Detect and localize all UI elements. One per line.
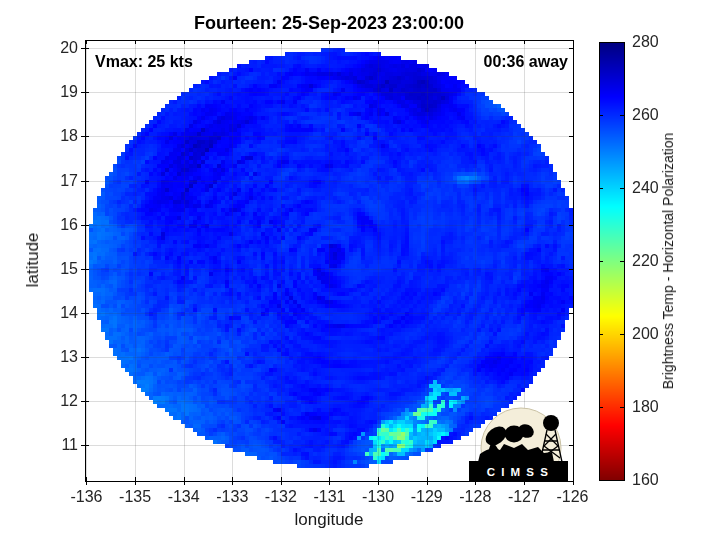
x-tick-label: -131: [313, 488, 345, 506]
y-tick-label: 12: [60, 392, 78, 410]
vmax-annotation: Vmax: 25 kts: [95, 53, 193, 71]
y-tick-label: 19: [60, 83, 78, 101]
colorbar-tick-label: 200: [632, 325, 659, 343]
y-tick-label: 14: [60, 304, 78, 322]
tower-ball-icon: [543, 415, 559, 431]
x-tick-label: -133: [216, 488, 248, 506]
figure: Fourteen: 25-Sep-2023 23:00:00 Vmax: 25 …: [0, 0, 720, 540]
x-tick-label: -128: [459, 488, 491, 506]
x-tick-label: -135: [119, 488, 151, 506]
y-tick-label: 20: [60, 39, 78, 57]
y-tick-label: 13: [60, 348, 78, 366]
plot-title: Fourteen: 25-Sep-2023 23:00:00: [194, 13, 464, 34]
colorbar-tick-label: 220: [632, 252, 659, 270]
x-tick-label: -130: [362, 488, 394, 506]
x-axis-label: longitude: [294, 510, 363, 530]
cimss-logo: C I M S S: [462, 404, 574, 481]
time-to-pass-annotation: 00:36 away: [483, 53, 568, 71]
x-tick-label: -129: [411, 488, 443, 506]
y-tick-label: 16: [60, 216, 78, 234]
colorbar-tick-label: 160: [632, 471, 659, 489]
colorbar-tick-label: 240: [632, 179, 659, 197]
colorbar-tick-label: 260: [632, 106, 659, 124]
colorbar-tick-label: 180: [632, 398, 659, 416]
y-tick-label: 18: [60, 127, 78, 145]
y-tick-label: 11: [61, 436, 78, 454]
colorbar-label: Brightness Temp - Horizontal Polarizatio…: [660, 133, 676, 390]
x-tick-label: -127: [508, 488, 540, 506]
x-tick-label: -134: [168, 488, 200, 506]
y-axis-label: latitude: [23, 233, 43, 288]
x-tick-label: -136: [70, 488, 102, 506]
x-tick-label: -126: [556, 488, 588, 506]
y-tick-label: 17: [60, 172, 78, 190]
x-tick-label: -132: [265, 488, 297, 506]
cimss-logo-text: C I M S S: [487, 466, 550, 478]
y-tick-label: 15: [60, 260, 78, 278]
colorbar-tick-label: 280: [632, 33, 659, 51]
satellite-brightness-temp-plot: [0, 0, 720, 540]
